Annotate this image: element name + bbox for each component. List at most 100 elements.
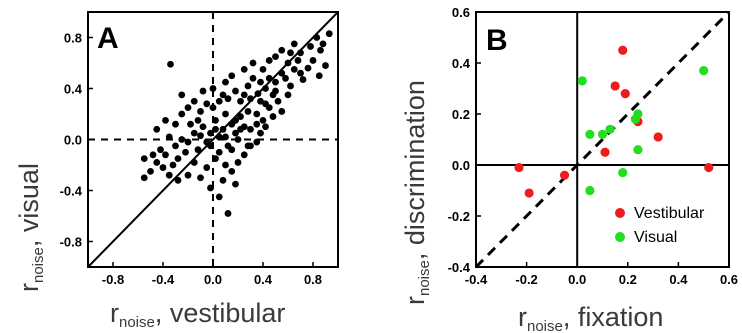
data-point <box>187 120 194 128</box>
data-point <box>207 184 214 192</box>
point-vestibular <box>653 132 663 142</box>
data-point <box>149 151 157 159</box>
point-vestibular <box>514 162 524 173</box>
data-point <box>224 210 232 217</box>
data-point <box>222 133 229 141</box>
data-point <box>212 125 219 133</box>
data-point <box>215 193 223 201</box>
data-point <box>190 129 198 137</box>
unity-line <box>87 11 339 268</box>
data-point <box>244 82 252 90</box>
data-point <box>165 171 173 179</box>
data-point <box>194 116 202 124</box>
y-axis-title-rest: , visual <box>14 163 44 247</box>
panel-b-legend: Vestibular Visual <box>615 205 705 246</box>
data-point <box>259 116 267 124</box>
data-point <box>203 100 211 108</box>
data-point <box>282 74 289 82</box>
legend-label-vestibular: Vestibular <box>634 205 705 222</box>
y-tick-label: 0.8 <box>64 31 82 46</box>
data-point <box>140 174 148 182</box>
data-point <box>232 87 239 95</box>
data-point <box>140 155 148 163</box>
data-point <box>197 132 204 140</box>
data-point <box>174 176 182 184</box>
panel-b-x-axis-title: rnoise, fixation <box>518 302 663 333</box>
data-point <box>224 95 232 103</box>
data-point <box>278 46 286 54</box>
data-point <box>269 113 277 120</box>
x-tick-label: 0.0 <box>568 272 586 287</box>
data-point <box>257 97 264 105</box>
data-point <box>249 59 257 67</box>
data-point <box>153 159 161 166</box>
point-vestibular <box>600 147 610 157</box>
point-visual <box>618 168 628 178</box>
point-visual <box>605 124 615 134</box>
data-point <box>257 129 264 137</box>
point-visual <box>630 114 640 124</box>
data-point <box>290 65 298 73</box>
data-point <box>299 76 307 83</box>
data-point <box>184 104 192 112</box>
data-point <box>215 133 223 141</box>
panel-b-points <box>514 45 714 198</box>
y-axis-title-main: r <box>400 296 430 305</box>
data-point <box>222 161 229 169</box>
panel-a: A -0.8 -0.4 0.0 0.4 0.8-0.8-0.40.00.40.8 rno… <box>14 11 339 331</box>
data-point <box>254 90 262 97</box>
data-point <box>159 164 167 171</box>
data-point <box>304 64 312 72</box>
x-tick-label: 0.6 <box>720 272 738 287</box>
x-tick-label: -0.4 <box>152 272 175 287</box>
point-visual <box>585 129 595 139</box>
data-point <box>287 82 294 90</box>
data-point <box>228 146 236 154</box>
y-tick-label: -0.8 <box>60 235 82 250</box>
data-point <box>290 40 298 48</box>
data-point <box>234 159 242 166</box>
x-axis-title-sub: noise <box>119 314 155 331</box>
panel-a-x-axis-title: rnoise, vestibular <box>110 298 285 331</box>
x-tick-label: -0.4 <box>465 272 488 287</box>
data-point <box>284 59 292 67</box>
data-point <box>212 116 219 124</box>
y-tick-label: -0.4 <box>60 184 83 199</box>
data-point <box>197 108 204 115</box>
data-point <box>322 62 329 69</box>
x-axis-title-rest: , vestibular <box>155 298 286 328</box>
legend-marker-visual <box>615 232 625 242</box>
point-visual <box>585 185 595 196</box>
y-axis-title-sub: noise <box>416 260 433 296</box>
data-point <box>262 85 269 92</box>
data-point <box>297 49 304 57</box>
data-point <box>232 116 239 124</box>
data-point <box>222 110 229 118</box>
data-point <box>247 95 254 103</box>
data-point <box>313 34 321 41</box>
data-point <box>232 180 239 188</box>
x-axis-title-sub: noise <box>527 318 563 333</box>
data-point <box>272 87 279 95</box>
data-point <box>297 69 304 77</box>
y-tick-label: 0.0 <box>64 133 82 148</box>
data-point <box>174 155 182 163</box>
data-point <box>249 74 257 82</box>
legend-marker-vestibular <box>615 208 625 218</box>
data-point <box>209 104 217 112</box>
data-point <box>147 167 154 175</box>
data-point <box>194 146 202 154</box>
data-point <box>253 138 261 146</box>
data-point <box>207 142 214 150</box>
data-point <box>234 136 242 143</box>
panel-b-y-axis-title: rnoise, discrimination <box>400 80 433 305</box>
point-visual <box>699 66 709 76</box>
data-point <box>317 46 324 54</box>
data-point <box>325 30 333 38</box>
data-point <box>244 142 252 150</box>
data-point <box>262 100 269 108</box>
panel-a-points <box>140 30 333 217</box>
data-point <box>240 91 248 99</box>
data-point <box>253 110 261 118</box>
x-tick-label: 0.4 <box>669 272 688 287</box>
